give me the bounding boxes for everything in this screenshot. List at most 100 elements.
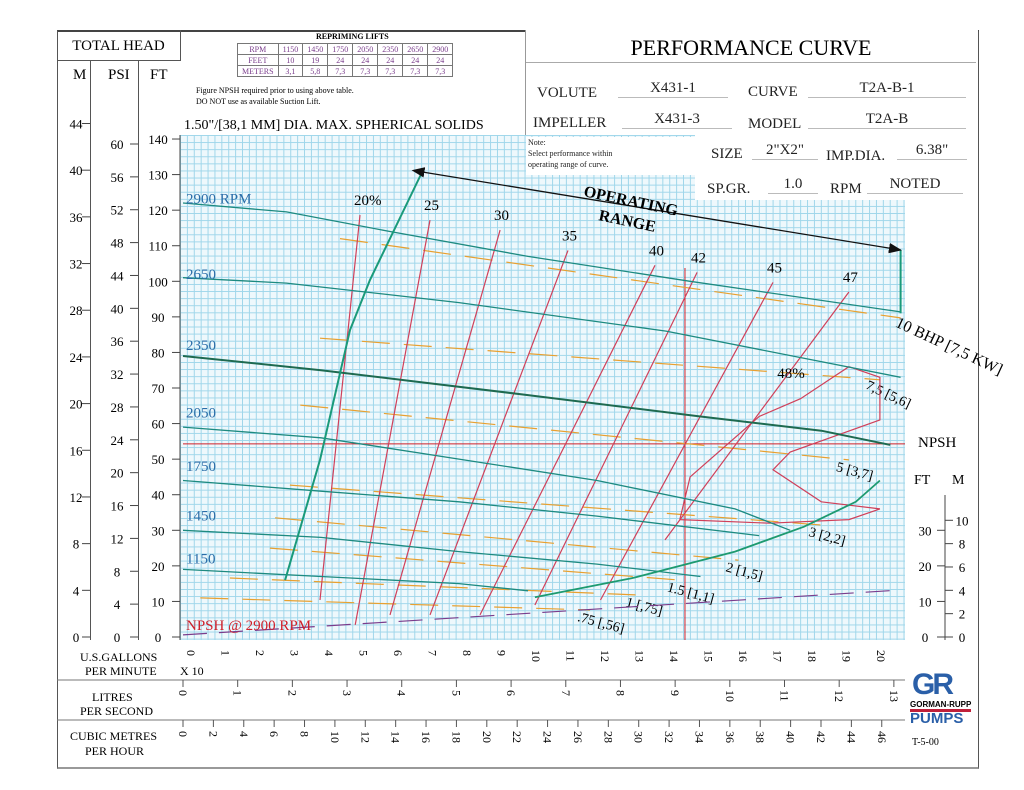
model-label: MODEL [748,116,802,132]
repriming-row: RPM 1150 1450 1750 2050 2350 2650 2900 [237,43,454,55]
bhp-line [300,404,849,461]
m3h-tick-label: 30 [632,731,646,743]
m3h-label-2: PER HOUR [85,744,145,758]
psi-tick-label: 36 [111,334,125,349]
gpm-tick-label: 12 [598,650,612,662]
m3h-tick-label: 14 [389,731,403,743]
efficiency-line [534,272,698,606]
ft-tick-label: 100 [148,274,168,289]
sheet-frame [57,30,979,769]
ft-tick-label: 80 [152,345,165,360]
repriming-cell: 7,3 [327,65,354,77]
size-value: 2"X2" [752,142,818,160]
m3h-tick-label: 34 [692,731,706,743]
m-tick-label: 8 [73,537,80,552]
m-tick-label: 32 [70,257,83,272]
efficiency-line [354,219,431,626]
lps-tick-label: 7 [559,690,573,696]
efficiency-line [599,282,774,601]
m3h-tick-label: 22 [510,731,524,743]
volute-label: VOLUTE [537,85,597,101]
lps-tick-label: 8 [613,690,627,696]
gpm-tick-label: 9 [495,650,509,656]
efficiency-label: 20% [354,193,382,209]
model-value: T2A-B [808,111,966,129]
imp-dia-value: 6.38" [897,142,967,160]
lps-tick-label: 2 [285,690,299,696]
npsh-2900-label: NPSH @ 2900 RPM [186,618,311,634]
gpm-tick-label: 7 [426,650,440,656]
gpm-label-2: PER MINUTE [85,664,157,678]
gpm-tick-label: 19 [840,650,854,662]
bhp-label: 5 [3,7] [835,460,875,484]
rpm-value: NOTED [867,176,963,194]
logo-name: GORMAN-RUPP [910,700,972,712]
npsh-m-tick-label: 4 [959,583,966,598]
head-curve [182,568,529,592]
repriming-cell: 7,3 [427,65,454,77]
npsh-m-tick-label: 2 [959,607,966,622]
m3h-tick-label: 18 [449,731,463,743]
ft-tick-label: 0 [155,630,162,645]
size-label: SIZE [711,146,743,162]
ft-tick-label: 20 [152,559,165,574]
psi-tick-label: 52 [111,203,124,218]
lps-tick-label: 1 [231,690,245,696]
gpm-tick-label: 11 [564,650,578,662]
efficiency-label: 42 [691,250,706,266]
repriming-cell: 7,3 [377,65,404,77]
m3h-tick-label: 20 [480,731,494,743]
ft-tick-label: 60 [152,417,165,432]
ft-tick-label: 130 [148,168,168,183]
unit-ft: FT [150,67,168,83]
m-tick-label: 20 [70,397,83,412]
lps-tick-label: 11 [778,690,792,702]
m3h-tick-label: 24 [541,731,555,743]
m3h-tick-label: 16 [419,731,433,743]
psi-tick-label: 56 [111,170,125,185]
npsh-m-tick-label: 10 [956,513,969,528]
lps-tick-label: 3 [340,690,354,696]
efficiency-label: 48% [777,366,805,382]
bhp-label: .75 [,56] [576,610,626,637]
psi-tick-label: 24 [111,433,125,448]
ft-tick-label: 140 [148,132,168,147]
ft-tick-label: 40 [152,488,165,503]
repriming-cell: 7,3 [352,65,379,77]
m3h-tick-label: 0 [176,731,190,737]
m-tick-label: 36 [70,210,84,225]
bhp-line [275,517,739,561]
solids-text: 1.50"/[38,1 MM] DIA. MAX. SPHERICAL SOLI… [184,118,484,133]
impeller-label: IMPELLER [533,115,607,131]
psi-tick-label: 40 [111,301,124,316]
page-title: PERFORMANCE CURVE [526,30,976,63]
lps-tick-label: 4 [395,690,409,696]
lps-tick-label: 5 [449,690,463,696]
bhp-label: 3 [2,2] [807,525,847,549]
m3h-tick-label: 36 [723,731,737,743]
bhp-line [229,577,639,596]
gpm-tick-label: 20 [874,650,888,662]
efficiency-label: 25 [424,198,439,214]
efficiency-label: 47 [843,270,859,286]
bhp-label: 10 BHP [7,5 KW] [893,314,1005,378]
total-head-label: TOTAL HEAD [57,30,181,61]
psi-tick-label: 16 [111,499,125,514]
bhp-label: 7,5 [5,6] [863,378,913,412]
lps-tick-label: 9 [668,690,682,696]
ft-tick-label: 120 [148,203,168,218]
efficiency-line [664,291,850,541]
ft-tick-label: 90 [152,310,165,325]
head-curve [182,529,701,578]
m-tick-label: 12 [70,490,83,505]
rpm-label: 2900 RPM [186,192,251,208]
rpm-label: 1150 [186,551,215,567]
efficiency-line [679,366,881,524]
lps-tick-label: 6 [504,690,518,696]
m3h-tick-label: 26 [571,731,585,743]
npsh-ft-tick-label: 0 [922,630,929,645]
psi-tick-label: 48 [111,236,124,251]
lps-tick-label: 12 [832,690,846,702]
npsh-m-tick-label: 8 [959,537,966,552]
